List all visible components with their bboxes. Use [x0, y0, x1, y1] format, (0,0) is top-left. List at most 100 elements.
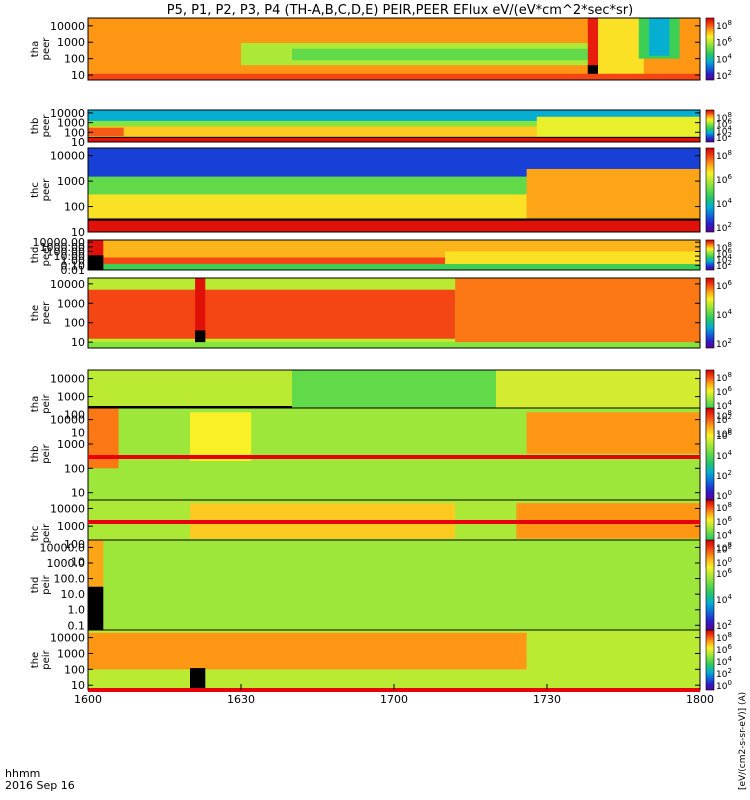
y-tick-label: 1000 — [57, 297, 85, 310]
y-tick-label: 1000 — [57, 520, 85, 533]
y-tick-label: 100 — [64, 538, 85, 551]
spectrogram-region — [526, 412, 700, 454]
y-tick-label: 10000.00 — [33, 236, 86, 249]
plot-frame — [87, 277, 701, 349]
x-tick-label: 1800 — [686, 693, 714, 706]
date-label: 2016 Sep 16 — [5, 779, 75, 792]
y-axis-label: peer — [41, 178, 52, 202]
colorbar — [705, 239, 715, 271]
y-tick-label: 100 — [64, 462, 85, 475]
y-axis-label: thd — [30, 577, 41, 594]
spectrogram-region — [88, 586, 104, 630]
colorbar — [705, 147, 715, 233]
y-tick-label: 10.00 — [54, 250, 86, 263]
plot-frame — [87, 109, 701, 143]
spectrogram-region — [88, 219, 700, 232]
colorbar — [705, 17, 715, 81]
y-axis-label: tha — [30, 41, 41, 57]
y-tick-label: 10 — [71, 679, 85, 692]
y-axis-label: peir — [41, 649, 52, 669]
y-tick-label: 1.0 — [68, 604, 86, 617]
spectrogram-region — [88, 632, 527, 670]
y-tick-label: 0.01 — [61, 264, 86, 277]
spectrogram-region — [195, 330, 206, 348]
x-tick-label: 1730 — [533, 693, 561, 706]
y-axis-label: peir — [41, 443, 52, 463]
x-tick-label: 1600 — [74, 693, 102, 706]
y-tick-label: 10000 — [50, 150, 85, 163]
spectrogram-region — [88, 370, 292, 406]
plot-frame — [87, 147, 701, 233]
y-tick-label: 10.0 — [61, 588, 86, 601]
spectrogram-region — [190, 668, 206, 690]
spectrogram-region — [88, 342, 700, 348]
colorbar — [705, 407, 715, 501]
spectrogram-region — [649, 18, 670, 56]
colorbar-tick-label: 104 — [716, 52, 732, 65]
y-tick-label: 10000 — [50, 414, 85, 427]
plot-frame — [87, 17, 701, 81]
y-tick-label: 10000 — [50, 278, 85, 291]
spectrogram-region — [88, 218, 700, 221]
status-bar — [88, 520, 700, 524]
y-axis-label: thb — [30, 446, 41, 463]
y-tick-label: 100 — [64, 201, 85, 214]
y-axis-label: peir — [41, 574, 52, 594]
x-tick-label: 1630 — [227, 693, 255, 706]
x-axis: 1600 1630 1700 1730 1800 — [74, 684, 714, 706]
spectrogram-region — [598, 18, 644, 80]
colorbar-tick-label: 104 — [716, 197, 732, 210]
y-axis-label: thb — [30, 118, 41, 135]
y-tick-label: 1000.00 — [40, 241, 86, 254]
y-tick-label: 100 — [64, 126, 85, 139]
y-tick-label: 100.0 — [54, 573, 86, 586]
panel-thd_peir: 10000.0 1000.0 100.0 10.0 1.0 0.1 thd peir 108 10… — [30, 539, 732, 637]
colorbar-tick-label: 106 — [716, 515, 732, 528]
y-axis-label: thc — [30, 526, 41, 542]
panel-thc_peer: 10000 1000 100 10 thc peer 108 106 104 102 — [30, 147, 732, 239]
y-tick-label: 100 — [64, 53, 85, 66]
colorbar-tick-label: 102 — [716, 337, 732, 350]
spectrogram-region — [587, 18, 598, 80]
plot-frame — [87, 239, 701, 271]
status-bar — [88, 455, 700, 459]
colorbar-tick-label: 106 — [716, 385, 732, 398]
colorbar-tick-label: 100 — [716, 679, 732, 692]
spectrogram-region — [88, 263, 700, 270]
y-tick-label: 100 — [64, 409, 85, 422]
colorbar-tick-label: 104 — [716, 529, 732, 542]
y-tick-label: 0.10 — [61, 259, 86, 272]
y-axis-label: peir — [41, 523, 52, 543]
colorbar-tick-label: 102 — [716, 69, 732, 82]
y-tick-label: 1000 — [57, 647, 85, 660]
y-tick-label: 10000 — [50, 373, 85, 386]
y-tick-label: 10 — [71, 69, 85, 82]
y-tick-label: 1000 — [57, 117, 85, 130]
colorbar — [705, 277, 715, 349]
y-tick-label: 1000 — [57, 36, 85, 49]
spectrogram-region — [88, 136, 700, 138]
y-tick-label: 10000 — [50, 107, 85, 120]
spectrogram-region — [88, 289, 456, 339]
y-tick-label: 0.1 — [68, 619, 86, 632]
colorbar-units-label: [eV/(cm2-s-sr-eV)] (A) — [738, 692, 748, 790]
y-tick-label: 1000.0 — [47, 557, 86, 570]
colorbar-tick-label: 106 — [716, 279, 732, 292]
spectrogram-region — [88, 137, 700, 142]
colorbar-tick-label: 104 — [716, 449, 732, 462]
colorbar-tick-label: 102 — [716, 469, 732, 482]
y-tick-label: 100.00 — [47, 245, 86, 258]
chart-title: P5, P1, P2, P3, P4 (TH-A,B,C,D,E) PEIR,P… — [167, 3, 633, 18]
y-tick-label: 100 — [64, 663, 85, 676]
spectrogram-region — [455, 278, 700, 348]
spectrogram-region — [445, 251, 700, 264]
y-tick-label: 1.00 — [61, 255, 86, 268]
y-tick-label: 10 — [71, 226, 85, 239]
y-tick-label: 1000 — [57, 438, 85, 451]
x-tick-label: 1700 — [380, 693, 408, 706]
y-tick-label: 10 — [71, 336, 85, 349]
y-tick-label: 10 — [71, 556, 85, 569]
